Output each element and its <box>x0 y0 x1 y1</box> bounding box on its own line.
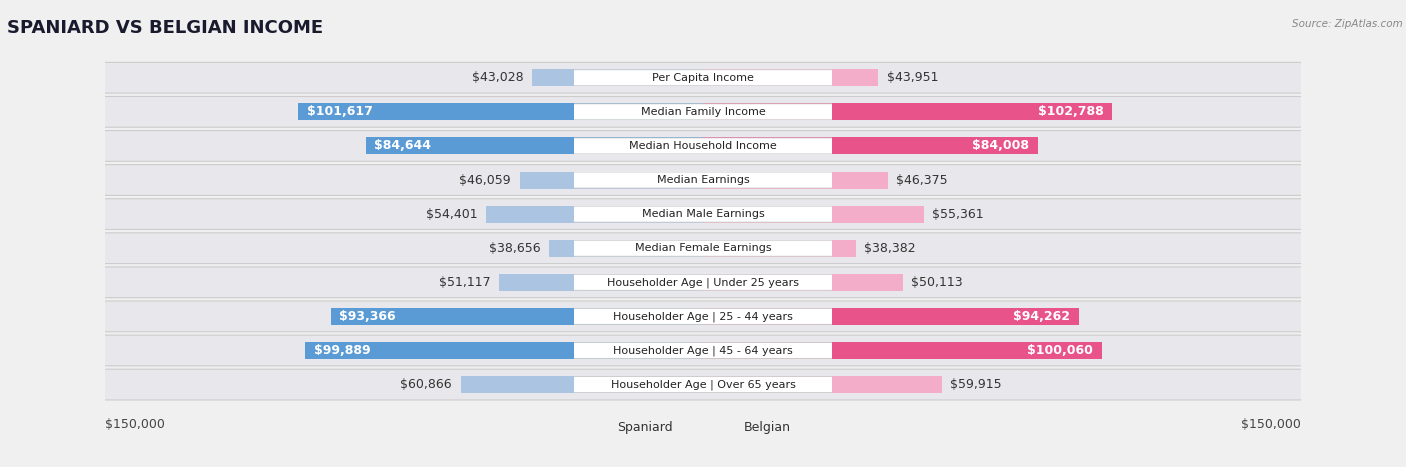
Text: Source: ZipAtlas.com: Source: ZipAtlas.com <box>1292 19 1403 28</box>
FancyBboxPatch shape <box>84 233 1322 263</box>
Text: $43,951: $43,951 <box>887 71 938 84</box>
FancyBboxPatch shape <box>316 307 718 325</box>
FancyBboxPatch shape <box>283 103 720 121</box>
FancyBboxPatch shape <box>84 131 1322 161</box>
FancyBboxPatch shape <box>564 138 842 154</box>
FancyBboxPatch shape <box>564 274 842 290</box>
Text: Householder Age | 25 - 44 years: Householder Age | 25 - 44 years <box>613 311 793 322</box>
FancyBboxPatch shape <box>353 137 717 155</box>
FancyBboxPatch shape <box>451 375 713 394</box>
Text: Householder Age | 45 - 64 years: Householder Age | 45 - 64 years <box>613 345 793 356</box>
Text: $46,375: $46,375 <box>896 174 948 186</box>
Text: $100,060: $100,060 <box>1028 344 1094 357</box>
Text: $54,401: $54,401 <box>426 208 478 220</box>
Text: Median Earnings: Median Earnings <box>657 175 749 185</box>
FancyBboxPatch shape <box>491 273 711 291</box>
FancyBboxPatch shape <box>512 171 710 189</box>
FancyBboxPatch shape <box>564 376 842 393</box>
Text: $46,059: $46,059 <box>460 174 510 186</box>
Text: $38,656: $38,656 <box>489 242 540 255</box>
FancyBboxPatch shape <box>84 97 1322 127</box>
FancyBboxPatch shape <box>693 375 952 394</box>
Text: Belgian: Belgian <box>744 421 790 434</box>
FancyBboxPatch shape <box>689 137 1052 155</box>
FancyBboxPatch shape <box>564 342 842 359</box>
FancyBboxPatch shape <box>84 335 1322 366</box>
Text: $84,008: $84,008 <box>972 140 1029 152</box>
Text: $93,366: $93,366 <box>339 310 396 323</box>
FancyBboxPatch shape <box>84 199 1322 229</box>
Text: $38,382: $38,382 <box>865 242 915 255</box>
FancyBboxPatch shape <box>84 165 1322 195</box>
FancyBboxPatch shape <box>84 301 1322 332</box>
FancyBboxPatch shape <box>290 341 718 360</box>
FancyBboxPatch shape <box>524 69 710 87</box>
FancyBboxPatch shape <box>564 104 842 120</box>
FancyBboxPatch shape <box>697 239 862 257</box>
FancyBboxPatch shape <box>564 240 842 256</box>
FancyBboxPatch shape <box>543 239 709 257</box>
Text: Per Capita Income: Per Capita Income <box>652 73 754 83</box>
FancyBboxPatch shape <box>478 205 711 223</box>
Text: Householder Age | Under 25 years: Householder Age | Under 25 years <box>607 277 799 288</box>
Text: $50,113: $50,113 <box>911 276 963 289</box>
FancyBboxPatch shape <box>564 308 842 325</box>
FancyBboxPatch shape <box>688 307 1094 325</box>
Text: Median Male Earnings: Median Male Earnings <box>641 209 765 219</box>
Text: $99,889: $99,889 <box>314 344 370 357</box>
Text: $94,262: $94,262 <box>1014 310 1070 323</box>
Text: SPANIARD VS BELGIAN INCOME: SPANIARD VS BELGIAN INCOME <box>7 19 323 37</box>
FancyBboxPatch shape <box>84 267 1322 297</box>
FancyBboxPatch shape <box>564 70 842 86</box>
FancyBboxPatch shape <box>696 69 886 87</box>
FancyBboxPatch shape <box>696 171 896 189</box>
Text: $51,117: $51,117 <box>439 276 491 289</box>
Text: $60,866: $60,866 <box>401 378 453 391</box>
Text: $55,361: $55,361 <box>932 208 984 220</box>
Text: $101,617: $101,617 <box>307 106 373 118</box>
Text: $102,788: $102,788 <box>1038 106 1104 118</box>
Text: Median Family Income: Median Family Income <box>641 107 765 117</box>
Text: $150,000: $150,000 <box>105 418 166 431</box>
Text: $43,028: $43,028 <box>471 71 523 84</box>
FancyBboxPatch shape <box>688 341 1118 360</box>
FancyBboxPatch shape <box>695 205 932 223</box>
Text: $84,644: $84,644 <box>374 140 432 152</box>
FancyBboxPatch shape <box>686 103 1129 121</box>
FancyBboxPatch shape <box>84 369 1322 400</box>
Text: Householder Age | Over 65 years: Householder Age | Over 65 years <box>610 379 796 390</box>
FancyBboxPatch shape <box>564 206 842 222</box>
FancyBboxPatch shape <box>564 172 842 188</box>
Text: Median Female Earnings: Median Female Earnings <box>634 243 772 253</box>
Text: Median Household Income: Median Household Income <box>628 141 778 151</box>
Text: Spaniard: Spaniard <box>617 421 673 434</box>
FancyBboxPatch shape <box>84 63 1322 93</box>
FancyBboxPatch shape <box>695 273 911 291</box>
Text: $150,000: $150,000 <box>1240 418 1301 431</box>
Text: $59,915: $59,915 <box>950 378 1001 391</box>
